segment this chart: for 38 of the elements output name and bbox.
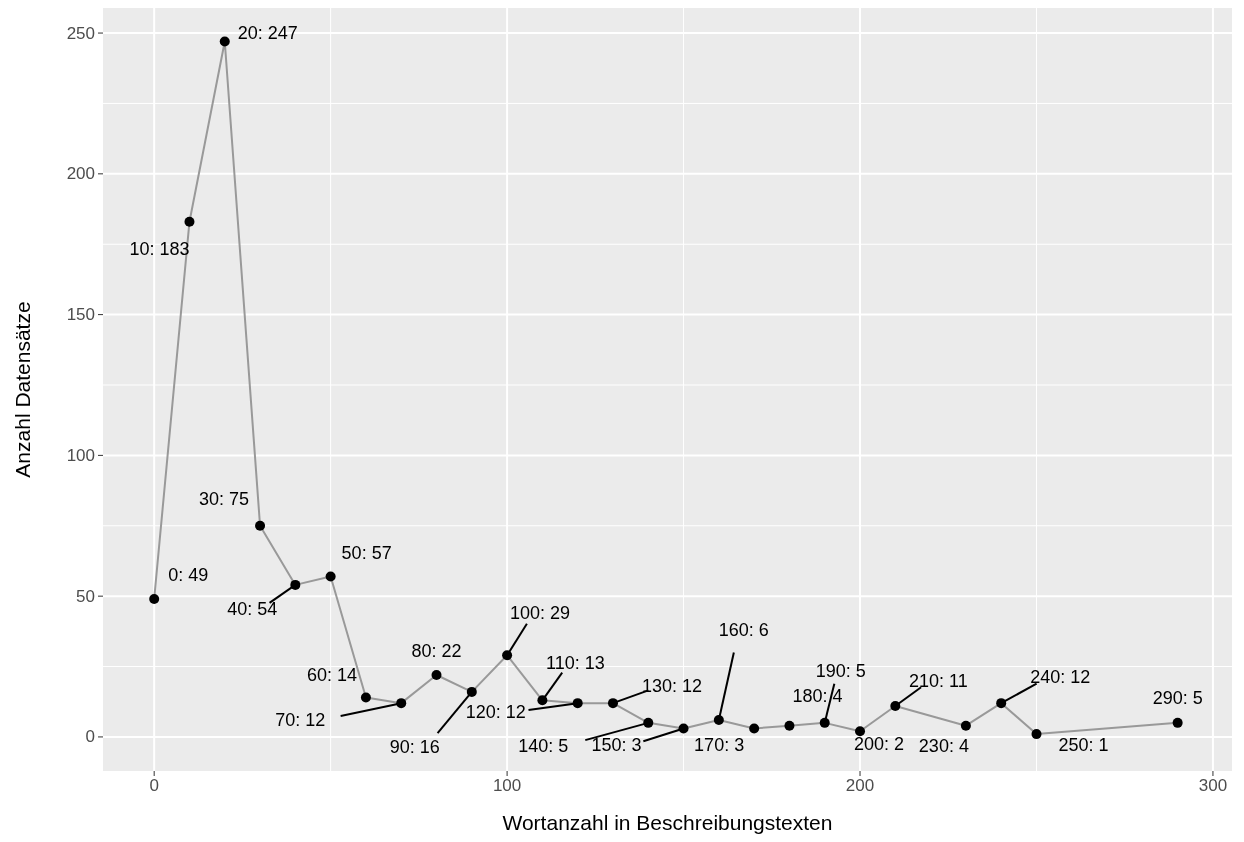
data-label: 50: 57 xyxy=(341,543,392,564)
x-tick-label: 0 xyxy=(149,776,159,795)
data-label: 100: 29 xyxy=(510,603,571,624)
y-tick-label: 100 xyxy=(66,445,95,465)
data-label: 170: 3 xyxy=(694,735,745,756)
data-label: 30: 75 xyxy=(199,488,250,509)
data-label: 130: 12 xyxy=(641,676,702,697)
x-tick-label: 100 xyxy=(492,776,522,795)
data-label: 240: 12 xyxy=(1030,667,1091,688)
data-label: 40: 54 xyxy=(227,598,278,619)
data-label: 110: 13 xyxy=(546,653,605,674)
data-label: 140: 5 xyxy=(518,735,569,756)
data-label: 20: 247 xyxy=(237,22,298,43)
data-label: 120: 12 xyxy=(465,702,526,723)
data-label: 250: 1 xyxy=(1058,735,1109,756)
data-label: 60: 14 xyxy=(306,664,357,685)
y-tick-label: 200 xyxy=(66,164,95,184)
y-tick-label: 50 xyxy=(76,586,95,606)
y-axis-title: Anzahl Datensätze xyxy=(11,301,34,478)
x-axis-title: Wortanzahl in Beschreibungstexten xyxy=(502,811,833,834)
data-label: 10: 183 xyxy=(129,238,190,259)
data-label: 190: 5 xyxy=(815,660,866,681)
data-label: 150: 3 xyxy=(591,735,642,756)
data-label: 200: 2 xyxy=(854,734,905,755)
data-label: 160: 6 xyxy=(718,620,769,641)
data-label: 80: 22 xyxy=(411,640,462,661)
y-tick-label: 250 xyxy=(66,23,95,43)
data-label: 90: 16 xyxy=(389,736,440,757)
data-label: 210: 11 xyxy=(908,670,968,691)
data-label: 180: 4 xyxy=(792,685,843,706)
y-tick-label: 150 xyxy=(66,305,95,325)
x-tick-label: 300 xyxy=(1198,776,1228,795)
y-tick-label: 0 xyxy=(85,727,95,747)
data-label: 0: 49 xyxy=(168,564,209,585)
data-label: 290: 5 xyxy=(1152,687,1203,708)
x-tick-label: 200 xyxy=(845,776,875,795)
data-label: 230: 4 xyxy=(918,735,969,756)
data-label: 70: 12 xyxy=(275,710,326,731)
